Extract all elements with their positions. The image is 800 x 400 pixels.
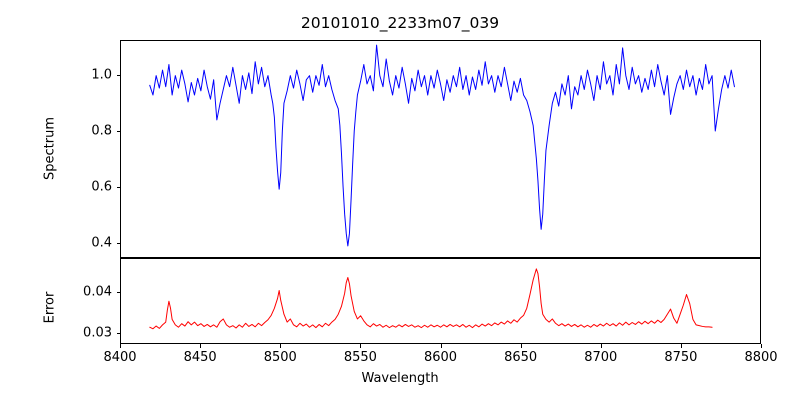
x-tick-label: 8750 [664,350,698,365]
spectrum-line [150,45,735,246]
x-tick-label: 8450 [183,350,217,365]
x-tick-mark [761,344,763,348]
x-tick-label: 8800 [744,350,778,365]
spectrum-axis-label: Spectrum [42,117,58,180]
y-tick-label: 0.8 [91,123,112,139]
y-tick-label: 1.0 [91,67,112,83]
x-tick-label: 8500 [263,350,297,365]
y-tick-mark [116,242,120,244]
x-tick-mark [120,344,122,348]
x-tick-label: 8650 [504,350,538,365]
spectrum-plot-area [121,41,760,257]
y-tick-mark [116,130,120,132]
x-tick-mark [600,344,602,348]
error-axis-label: Error [42,291,58,324]
spectrum-panel [120,40,761,258]
figure-title: 20101010_2233m07_039 [300,14,500,32]
x-tick-label: 8400 [103,350,137,365]
x-tick-mark [680,344,682,348]
x-tick-label: 8550 [343,350,377,365]
x-tick-mark [360,344,362,348]
y-tick-label: 0.6 [91,179,112,195]
x-tick-label: 8700 [584,350,618,365]
error-plot-area [121,259,760,343]
y-tick-mark [116,332,120,334]
error-line [150,269,712,329]
y-tick-label: 0.4 [91,235,112,251]
x-tick-mark [200,344,202,348]
x-tick-mark [440,344,442,348]
y-tick-mark [116,186,120,188]
x-axis-label: Wavelength [361,371,439,386]
y-tick-mark [116,74,120,77]
y-tick-label: 0.03 [83,325,112,341]
x-tick-mark [280,344,282,348]
error-panel [120,258,761,344]
y-tick-label: 0.04 [83,284,112,300]
x-tick-mark [520,344,522,348]
y-tick-mark [116,292,120,294]
x-tick-label: 8600 [423,350,458,365]
